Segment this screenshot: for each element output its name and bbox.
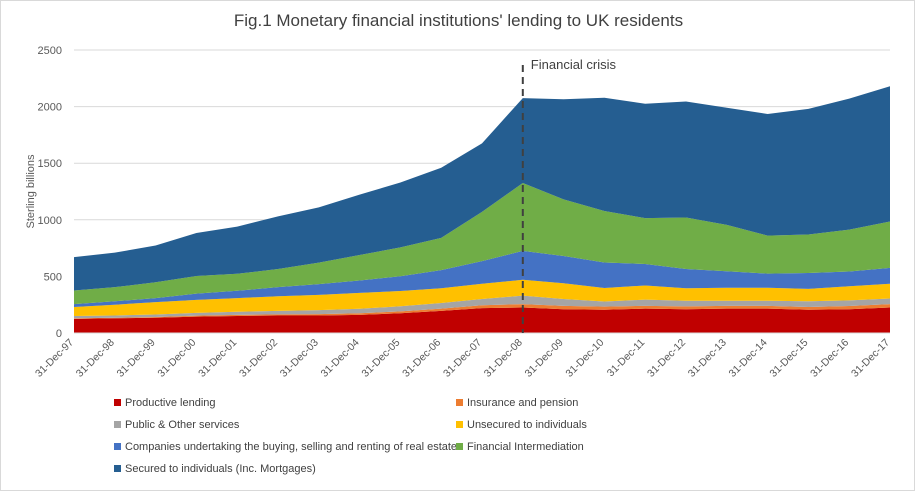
x-tick-label: 31-Dec-12 (645, 337, 688, 380)
y-axis-label: Sterling billions (25, 154, 37, 228)
legend-swatch (114, 398, 121, 406)
legend-item: Productive lending (114, 397, 216, 409)
x-tick-label: 31-Dec-17 (849, 337, 892, 380)
legend-item: Unsecured to individuals (456, 419, 587, 431)
y-tick-label: 1500 (38, 158, 62, 170)
x-tick-label: 31-Dec-16 (808, 337, 851, 380)
x-tick-label: 31-Dec-07 (441, 337, 484, 380)
legend-label: Insurance and pension (467, 397, 579, 409)
x-tick-label: 31-Dec-98 (74, 337, 117, 380)
x-tick-label: 31-Dec-00 (155, 337, 198, 380)
x-tick-label: 31-Dec-06 (400, 337, 443, 380)
y-tick-label: 2000 (38, 102, 62, 114)
legend-item: Companies undertaking the buying, sellin… (114, 441, 457, 453)
legend-swatch (114, 420, 121, 428)
x-tick-label: 31-Dec-04 (319, 337, 362, 380)
area-series-6 (74, 183, 890, 305)
legend-label: Unsecured to individuals (467, 419, 587, 431)
x-tick-label: 31-Dec-15 (767, 337, 810, 380)
x-tick-label: 31-Dec-08 (482, 337, 525, 380)
area-series-2 (74, 304, 890, 319)
legend-label: Secured to individuals (Inc. Mortgages) (125, 463, 316, 475)
x-tick-label: 31-Dec-99 (115, 337, 158, 380)
legend-item: Financial Intermediation (456, 441, 584, 453)
chart-title: Fig.1 Monetary financial institutions' l… (233, 11, 684, 30)
legend-item: Insurance and pension (456, 397, 578, 409)
x-tick-label: 31-Dec-97 (33, 337, 76, 380)
legend-swatch (456, 442, 463, 450)
area-series-1 (74, 307, 890, 333)
x-tick-label: 31-Dec-03 (278, 337, 321, 380)
x-tick-label: 31-Dec-10 (563, 337, 606, 380)
legend-label: Productive lending (125, 397, 216, 409)
x-tick-label: 31-Dec-09 (523, 337, 566, 380)
y-tick-label: 500 (44, 271, 62, 283)
x-tick-label: 31-Dec-13 (686, 337, 729, 380)
legend-swatch (114, 442, 121, 450)
legend-swatch (456, 398, 463, 406)
chart-legend: Productive lending Insurance and pension P… (1, 397, 915, 487)
area-series-4 (74, 279, 890, 317)
legend-swatch (114, 464, 121, 472)
x-tick-label: 31-Dec-11 (605, 337, 648, 380)
legend-item: Secured to individuals (Inc. Mortgages) (114, 463, 316, 475)
x-tick-label: 31-Dec-05 (359, 337, 402, 380)
x-tick-label: 31-Dec-01 (196, 337, 239, 380)
legend-item: Public & Other services (114, 419, 239, 431)
legend-label: Financial Intermediation (467, 441, 584, 453)
legend-swatch (456, 420, 463, 428)
y-tick-label: 2500 (38, 45, 62, 57)
area-series-3 (74, 295, 890, 319)
y-tick-label: 1000 (38, 215, 62, 227)
legend-label: Companies undertaking the buying, sellin… (125, 441, 458, 453)
x-tick-label: 31-Dec-02 (237, 337, 280, 380)
area-series-7 (74, 86, 890, 291)
x-tick-label: 31-Dec-14 (727, 337, 770, 380)
financial-crisis-label: Financial crisis (531, 57, 617, 72)
y-tick-label: 0 (56, 328, 62, 340)
legend-label: Public & Other services (125, 419, 240, 431)
area-series-5 (74, 250, 890, 307)
